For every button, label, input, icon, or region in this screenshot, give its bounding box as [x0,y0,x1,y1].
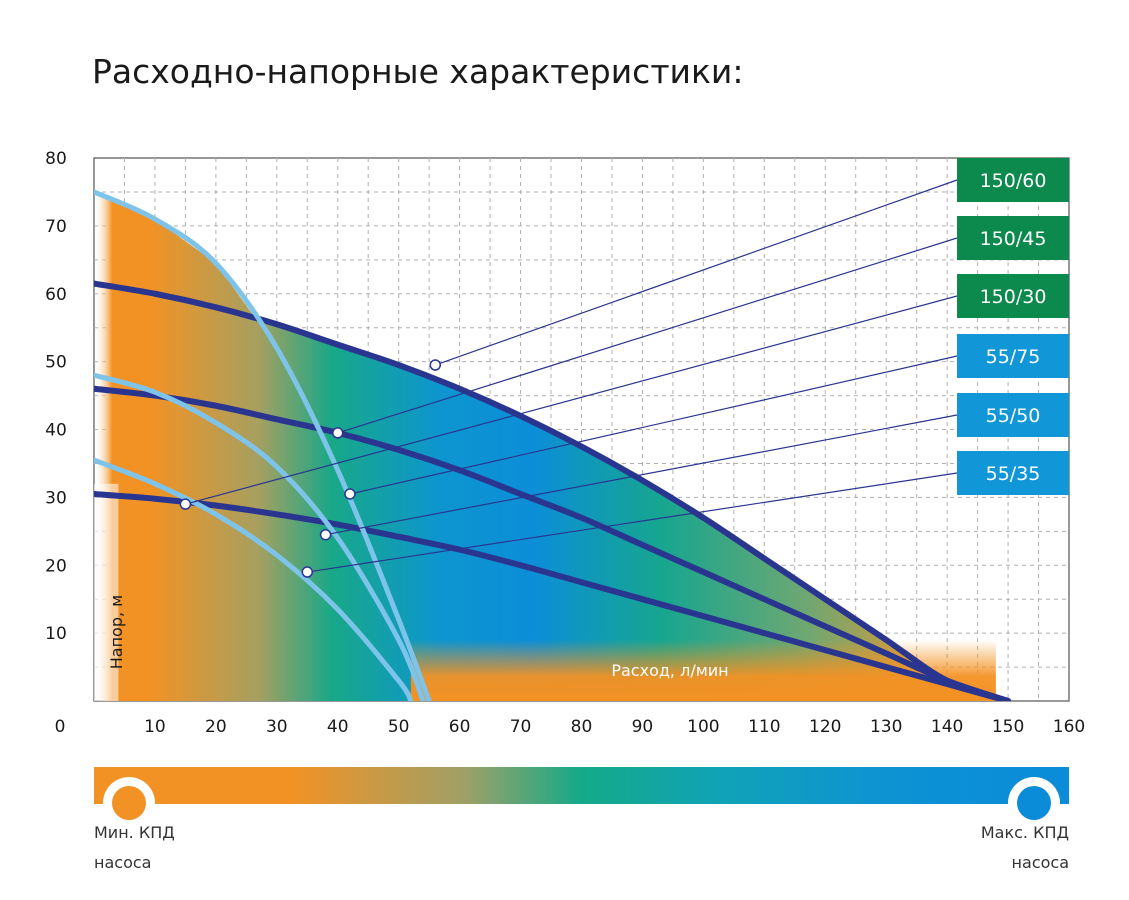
x-tick-label: 30 [266,717,288,737]
x-tick-label: 100 [687,717,719,737]
x-tick-label: 10 [144,717,166,737]
x-tick-label: 120 [809,717,841,737]
max-efficiency-label: Макс. КПД насоса [981,818,1069,878]
efficiency-area-fill [94,191,1009,701]
y-tick-label: 60 [45,285,67,305]
badges: 150/60 150/45 150/30 55/75 55/50 55/35 [957,158,1069,495]
leader-line [349,355,958,495]
leader-line [325,414,958,536]
leader-line [185,295,958,505]
curve-55-50 [94,372,426,701]
badge-label: 55/50 [986,405,1041,427]
badge-label: 150/45 [980,228,1047,250]
x-tick-label: 70 [510,717,532,737]
leader-lines [179,179,958,578]
x-tick-label: 60 [449,717,471,737]
x-tick-label: 140 [931,717,963,737]
badge-label: 55/35 [986,463,1041,485]
curve-150-30 [94,490,1012,701]
badge-150-30 [957,274,1069,318]
efficiency-gradient-bar [94,767,1069,804]
curve-marker [332,427,344,439]
leader-line [435,179,958,366]
x-tick-label: 40 [327,717,349,737]
badge-150-45 [957,216,1069,260]
curve-marker [301,566,314,578]
y-tick-label: 40 [45,421,67,441]
badge-label: 150/30 [980,286,1047,308]
x-tick-label: 130 [870,717,902,737]
badge-label: 150/60 [980,170,1047,192]
leader-line [337,237,958,434]
x-tick-label: 150 [992,717,1024,737]
curve-marker [319,528,332,541]
min-efficiency-label-line1: Мин. КПД [94,823,175,842]
min-efficiency-label: Мин. КПД насоса [94,818,175,878]
badge-150-60 [957,158,1069,202]
curve-marker [179,498,192,510]
max-efficiency-dot [1008,777,1060,829]
y-tick-label: 20 [45,556,67,576]
curve-150-45 [94,385,1012,701]
curve-marker [429,359,441,371]
x-tick-label: 90 [632,717,654,737]
x-tick-label: 160 [1053,717,1085,737]
curve-marker [344,488,356,500]
x-tick-label: 20 [205,717,227,737]
x-tick-label: 50 [388,717,410,737]
x-axis-label: Расход, л/мин [611,661,728,680]
leader-line [307,472,958,573]
min-efficiency-dot [103,777,155,829]
curve-55-75 [94,189,432,701]
max-efficiency-label-line1: Макс. КПД [980,823,1069,842]
badge-55-50 [957,393,1069,437]
y-tick-label: 70 [45,217,67,237]
max-efficiency-label-line2: насоса [1011,853,1069,872]
ticks: 0 10 20 30 40 50 60 70 80 90 100 110 120 130 140 150 160… [45,149,1085,737]
chart-title: Расходно-напорные характеристики: [92,52,744,91]
y-tick-label: 80 [45,149,67,169]
curves [94,189,1012,701]
x-tick-label: 110 [748,717,780,737]
y-axis-label: Напор, м [107,595,126,669]
badge-label: 55/75 [986,346,1041,368]
curve-55-35 [94,457,414,701]
y-tick-label: 10 [45,624,67,644]
pump-performance-chart: 0 10 20 30 40 50 60 70 80 90 100 110 120 130 140 150 160… [45,149,1085,737]
y-tick-label: 50 [45,353,67,373]
badge-55-35 [957,451,1069,495]
x-tick-label: 80 [571,717,593,737]
x-tick-label: 0 [55,717,66,737]
y-tick-label: 30 [45,488,67,508]
min-efficiency-label-line2: насоса [94,853,152,872]
efficiency-area-edge [94,483,119,701]
badge-55-75 [957,334,1069,378]
